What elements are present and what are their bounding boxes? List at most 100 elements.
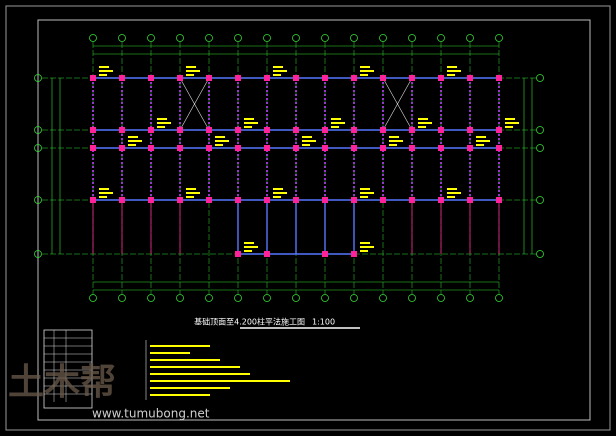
column-tag xyxy=(99,192,113,194)
column xyxy=(206,145,212,151)
axis-bubble xyxy=(263,34,271,42)
column xyxy=(235,251,241,257)
column xyxy=(177,75,183,81)
column-tag xyxy=(99,66,109,68)
column xyxy=(351,127,357,133)
column xyxy=(148,75,154,81)
column-tag xyxy=(360,196,368,198)
axis-bubble xyxy=(466,294,474,302)
column-tag xyxy=(186,192,200,194)
column-tag xyxy=(186,188,196,190)
column-tag xyxy=(447,192,461,194)
sheet-border xyxy=(5,5,611,431)
column-tag xyxy=(244,126,252,128)
note-line xyxy=(150,345,210,347)
column-tag xyxy=(447,66,457,68)
legend-table xyxy=(43,329,93,409)
note-line xyxy=(150,373,250,375)
axis-bubble xyxy=(176,294,184,302)
column xyxy=(264,197,270,203)
column-tag xyxy=(157,118,167,120)
column-tag xyxy=(186,70,200,72)
opening xyxy=(179,77,210,131)
column xyxy=(293,197,299,203)
column-tag xyxy=(215,140,229,142)
watermark-url: www.tumubong.net xyxy=(92,407,210,421)
drawing-scale: 1:100 xyxy=(312,318,335,327)
column-tag xyxy=(244,122,258,124)
column-tag xyxy=(215,144,223,146)
note-line xyxy=(150,387,230,389)
column xyxy=(380,127,386,133)
column xyxy=(496,145,502,151)
column-tag xyxy=(418,118,428,120)
column xyxy=(409,197,415,203)
column xyxy=(351,75,357,81)
column-tag xyxy=(331,122,345,124)
column-tag xyxy=(273,74,281,76)
axis-bubble xyxy=(34,126,42,134)
column-tag xyxy=(447,196,455,198)
column xyxy=(467,75,473,81)
column-tag xyxy=(360,66,370,68)
axis-bubble xyxy=(205,34,213,42)
note-line xyxy=(150,359,220,361)
axis-bubble xyxy=(408,294,416,302)
column xyxy=(293,75,299,81)
axis-bubble xyxy=(379,294,387,302)
column xyxy=(148,145,154,151)
axis-bubble xyxy=(292,34,300,42)
column-tag xyxy=(476,140,490,142)
column xyxy=(322,145,328,151)
column-tag xyxy=(331,118,341,120)
column-tag xyxy=(389,144,397,146)
column-tag xyxy=(186,74,194,76)
column-tag xyxy=(331,126,339,128)
axis-bubble xyxy=(34,196,42,204)
column xyxy=(351,251,357,257)
column-tag xyxy=(302,136,312,138)
column xyxy=(496,75,502,81)
column xyxy=(351,145,357,151)
axis-bubble xyxy=(147,34,155,42)
column xyxy=(351,197,357,203)
column xyxy=(264,127,270,133)
column xyxy=(235,75,241,81)
column-tag xyxy=(186,66,196,68)
column xyxy=(177,145,183,151)
column xyxy=(409,145,415,151)
notes xyxy=(145,340,290,400)
column xyxy=(409,75,415,81)
axis-bubble xyxy=(321,294,329,302)
column-tag xyxy=(360,74,368,76)
legend-rows xyxy=(44,330,92,402)
column xyxy=(322,75,328,81)
column xyxy=(467,127,473,133)
watermark-logo: 土木帮 xyxy=(8,362,116,403)
column xyxy=(90,197,96,203)
column-tag xyxy=(302,144,310,146)
column-tag xyxy=(99,196,107,198)
column xyxy=(293,127,299,133)
column-tag xyxy=(273,66,283,68)
column xyxy=(496,197,502,203)
axis-bubble xyxy=(234,34,242,42)
column-tag xyxy=(360,242,370,244)
column-tag xyxy=(389,136,399,138)
axis-bubble xyxy=(536,144,544,152)
axis-bubble xyxy=(118,294,126,302)
opening xyxy=(382,77,413,131)
column-tag xyxy=(244,246,258,248)
column xyxy=(119,127,125,133)
note-line xyxy=(150,352,190,354)
column-tag xyxy=(418,126,426,128)
column xyxy=(119,145,125,151)
column-tag xyxy=(505,118,515,120)
axis-bubble xyxy=(379,34,387,42)
axis-bubble xyxy=(437,294,445,302)
column xyxy=(438,145,444,151)
axis-bubble xyxy=(408,34,416,42)
